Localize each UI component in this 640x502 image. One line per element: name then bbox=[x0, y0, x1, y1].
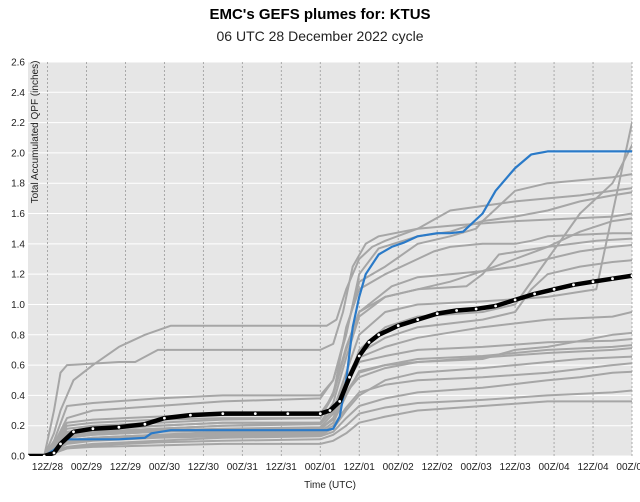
y-tick-label: 0.2 bbox=[11, 421, 25, 432]
mean-point bbox=[338, 400, 342, 403]
x-tick-label: 00Z/30 bbox=[149, 462, 181, 473]
y-tick-label: 2.0 bbox=[11, 148, 25, 159]
series-line-member-4 bbox=[28, 173, 632, 456]
mean-point bbox=[377, 333, 381, 337]
y-tick-label: 2.6 bbox=[11, 58, 25, 69]
series-line-member-3 bbox=[28, 191, 632, 456]
mean-point bbox=[52, 451, 56, 455]
mean-point bbox=[221, 412, 225, 415]
chart-title: EMC's GEFS plumes for: KTUS bbox=[209, 6, 431, 23]
x-tick-label: 00Z/31 bbox=[227, 462, 259, 473]
chart-subtitle: 06 UTC 28 December 2022 cycle bbox=[216, 28, 424, 44]
mean-point bbox=[572, 283, 575, 287]
x-tick-label: 12Z/03 bbox=[500, 462, 532, 473]
mean-point bbox=[348, 375, 351, 379]
series-line-member-5 bbox=[28, 232, 632, 456]
mean-point bbox=[630, 274, 632, 278]
y-tick-label: 1.4 bbox=[11, 239, 25, 250]
x-tick-label: 00Z/02 bbox=[383, 462, 415, 473]
mean-point bbox=[416, 318, 420, 321]
series-line-ensemble-mean bbox=[28, 273, 632, 456]
mean-point bbox=[143, 422, 147, 426]
mean-point bbox=[91, 427, 95, 431]
mean-point bbox=[117, 425, 121, 429]
mean-point bbox=[59, 442, 62, 446]
mean-point bbox=[72, 430, 75, 434]
series-line-control bbox=[28, 150, 632, 456]
mean-point bbox=[163, 416, 166, 420]
mean-point bbox=[42, 454, 46, 456]
series-line-member-21 bbox=[28, 362, 632, 456]
x-tick-labels: 12Z/28 00Z/29 12Z/29 00Z/30 12Z/30 00Z/31 12Z/… bbox=[32, 462, 640, 473]
x-tick-label: 12Z/02 bbox=[422, 462, 454, 473]
x-tick-label: 12Z/30 bbox=[188, 462, 220, 473]
y-tick-label: 1.6 bbox=[11, 209, 25, 220]
y-tick-label: 0.0 bbox=[11, 452, 25, 463]
x-tick-label: 12Z/01 bbox=[344, 462, 376, 473]
y-tick-label: 1.0 bbox=[11, 300, 25, 311]
series-line-member-2 bbox=[28, 187, 632, 456]
x-tick-label: 00Z/03 bbox=[461, 462, 493, 473]
y-tick-label: 1.2 bbox=[11, 270, 25, 281]
mean-point bbox=[533, 292, 536, 296]
mean-point bbox=[455, 309, 458, 312]
control-series-group bbox=[28, 150, 632, 456]
mean-point bbox=[513, 298, 517, 302]
x-tick-label: 00Z/29 bbox=[71, 462, 103, 473]
y-tick-label: 0.8 bbox=[11, 330, 25, 341]
mean-point bbox=[357, 354, 361, 358]
y-tick-label: 2.2 bbox=[11, 118, 25, 129]
x-tick-label: 00Z/04 bbox=[538, 462, 570, 473]
mean-point bbox=[474, 307, 478, 311]
mean-point bbox=[28, 454, 30, 456]
mean-point bbox=[396, 324, 400, 328]
x-tick-label: 00Z/01 bbox=[305, 462, 337, 473]
y-axis-label: Total Accumulated QPF (inches) bbox=[30, 61, 41, 204]
mean-point bbox=[611, 277, 614, 281]
y-tick-label: 0.6 bbox=[11, 361, 25, 372]
mean-point bbox=[494, 304, 497, 308]
series-line-member-15 bbox=[28, 355, 632, 456]
x-tick-label: 12Z/31 bbox=[266, 462, 298, 473]
mean-point bbox=[552, 287, 556, 291]
y-tick-labels: 0.0 0.2 0.4 0.6 0.8 1.0 1.2 1.4 1.6 1.8 2.0 2.2 2.4 2… bbox=[11, 58, 25, 463]
plot-background bbox=[28, 62, 632, 456]
x-tick-label: 12Z/29 bbox=[110, 462, 142, 473]
mean-series-group bbox=[28, 273, 632, 456]
mean-point bbox=[253, 412, 257, 415]
y-tick-label: 2.4 bbox=[11, 88, 25, 99]
series-line-member-16 bbox=[28, 370, 632, 456]
mean-point bbox=[367, 340, 371, 344]
mean-point bbox=[328, 409, 332, 412]
mean-point bbox=[435, 312, 439, 315]
y-tick-label: 1.8 bbox=[11, 179, 25, 190]
y-tick-label: 0.4 bbox=[11, 391, 25, 402]
series-line-member-18 bbox=[28, 400, 632, 456]
x-axis-label: Time (UTC) bbox=[304, 480, 356, 491]
x-tick-label: 00Z/05 bbox=[616, 462, 640, 473]
x-tick-label: 12Z/04 bbox=[577, 462, 609, 473]
x-tick-label: 12Z/28 bbox=[32, 462, 64, 473]
mean-point bbox=[591, 280, 595, 284]
mean-point bbox=[189, 413, 192, 417]
mean-point bbox=[318, 412, 322, 415]
mean-point bbox=[286, 412, 290, 415]
